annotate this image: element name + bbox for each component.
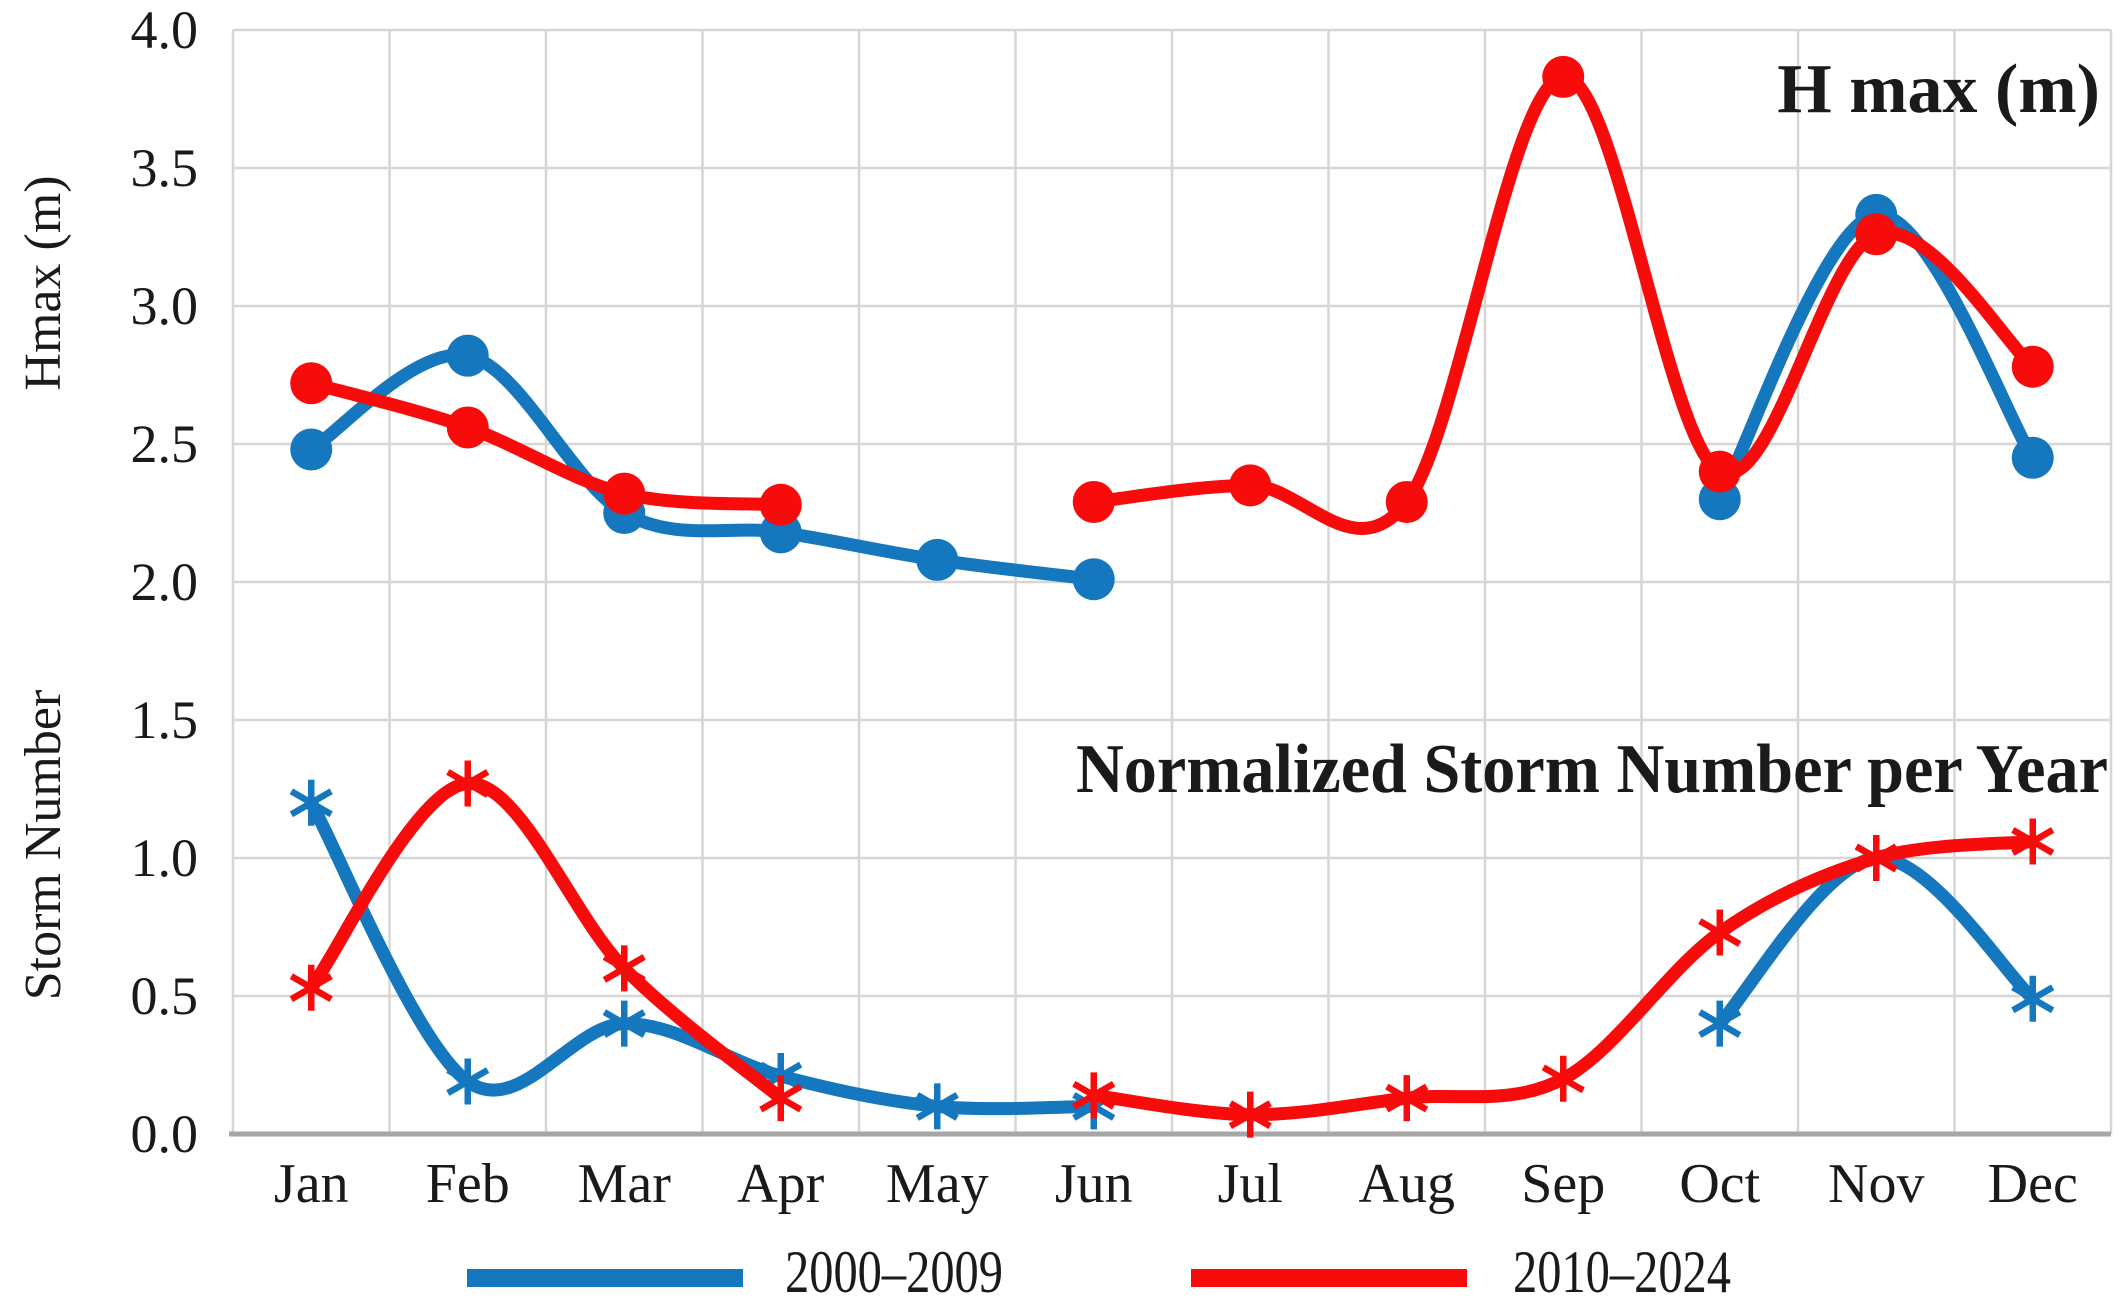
- series-line: [304, 376, 788, 512]
- x-tick-label: Nov: [1828, 1153, 1924, 1215]
- asterisk-spoke: [2011, 984, 2055, 1014]
- series-line: [1713, 851, 2040, 1031]
- y-tick-label: 1.0: [131, 828, 199, 888]
- data-point-circle: [1698, 450, 1741, 493]
- data-point-asterisk: [1385, 1075, 1429, 1122]
- data-point-asterisk: [1228, 1091, 1272, 1138]
- asterisk-spoke: [1854, 843, 1898, 873]
- data-point-circle: [2011, 436, 2054, 479]
- x-tick-label: Sep: [1521, 1153, 1605, 1215]
- x-tick-label: Jul: [1218, 1153, 1283, 1215]
- data-point-circle: [1855, 213, 1898, 256]
- x-tick-label: Aug: [1359, 1153, 1455, 1215]
- data-point-asterisk: [1541, 1055, 1585, 1102]
- x-tick-label: May: [886, 1153, 989, 1215]
- data-point-circle: [603, 472, 646, 515]
- series-line: [1713, 208, 2040, 506]
- y-tick-label: 0.0: [131, 1104, 199, 1164]
- asterisk-spoke: [1541, 1064, 1585, 1094]
- legend-swatch: [1191, 1269, 1467, 1287]
- x-tick-label: Mar: [578, 1153, 672, 1215]
- y-tick-label: 1.5: [131, 690, 199, 750]
- asterisk-spoke: [759, 1083, 803, 1113]
- asterisk-spoke: [289, 788, 333, 818]
- legend: 2000–2009 2010–2024: [467, 1239, 1731, 1303]
- data-point-asterisk: [446, 760, 490, 807]
- asterisk-spoke: [446, 769, 490, 798]
- series-hmax-red: [290, 55, 2054, 535]
- data-point-asterisk: [1698, 1000, 1742, 1047]
- asterisk-spoke: [915, 1092, 959, 1121]
- data-point-circle: [1229, 464, 1272, 507]
- gridlines: [231, 28, 2113, 1136]
- data-point-circle: [916, 538, 959, 581]
- data-point-asterisk: [602, 945, 646, 992]
- data-point-asterisk: [1854, 835, 1898, 881]
- x-tick-label: Oct: [1679, 1153, 1760, 1215]
- series-storm-red: [289, 760, 2055, 1138]
- asterisk-spoke: [1698, 1009, 1742, 1038]
- y-axis-title-hmax: Hmax (m): [15, 175, 72, 390]
- x-tick-label: Feb: [426, 1153, 510, 1215]
- x-tick-label: Apr: [737, 1153, 824, 1215]
- data-point-circle: [1072, 558, 1115, 601]
- legend-swatch: [467, 1269, 743, 1287]
- legend-label: 2010–2024: [1513, 1239, 1731, 1303]
- series-line: [1087, 70, 2040, 535]
- data-point-circle: [759, 483, 802, 526]
- y-tick-label: 3.0: [131, 276, 199, 336]
- data-point-asterisk: [289, 964, 333, 1011]
- y-tick-label: 3.5: [131, 138, 199, 198]
- data-point-asterisk: [289, 779, 333, 826]
- y-axis-title-storm: Storm Number: [15, 690, 72, 1001]
- panel-title-hmax: H max (m): [1777, 51, 2100, 128]
- y-tick-label: 4.0: [131, 0, 199, 60]
- legend-label: 2000–2009: [785, 1239, 1003, 1303]
- x-tick-label: Jun: [1055, 1153, 1133, 1215]
- data-point-circle: [1542, 55, 1585, 98]
- asterisk-spoke: [2011, 827, 2055, 856]
- data-point-asterisk: [446, 1058, 490, 1105]
- data-point-circle: [290, 428, 333, 471]
- data-point-circle: [290, 362, 333, 405]
- x-tick-label: Jan: [274, 1153, 349, 1215]
- data-point-circle: [1072, 480, 1115, 523]
- y-tick-label: 2.5: [131, 414, 199, 474]
- data-point-asterisk: [915, 1083, 959, 1130]
- data-point-circle: [446, 334, 489, 377]
- asterisk-spoke: [446, 1067, 490, 1096]
- asterisk-spoke: [1228, 1100, 1272, 1129]
- asterisk-spoke: [289, 973, 333, 1003]
- data-point-asterisk: [2011, 818, 2055, 865]
- data-point-asterisk: [1072, 1072, 1116, 1119]
- asterisk-spoke: [1385, 1083, 1429, 1113]
- asterisk-spoke: [1698, 918, 1742, 947]
- x-tick-label: Dec: [1988, 1153, 2078, 1215]
- y-tick-label: 0.5: [131, 966, 199, 1026]
- data-point-asterisk: [759, 1075, 803, 1122]
- panel-title-storm-number: Normalized Storm Number per Year: [1076, 731, 2108, 808]
- series-line: [304, 776, 788, 1105]
- asterisk-spoke: [602, 954, 646, 983]
- data-point-circle: [1385, 480, 1428, 523]
- data-point-asterisk: [2011, 975, 2055, 1022]
- data-point-circle: [2011, 345, 2054, 388]
- data-point-circle: [446, 406, 489, 449]
- asterisk-spoke: [602, 1009, 646, 1038]
- data-point-asterisk: [1698, 909, 1742, 956]
- asterisk-spoke: [1072, 1081, 1116, 1110]
- data-point-asterisk: [602, 1000, 646, 1047]
- y-tick-label: 2.0: [131, 552, 199, 612]
